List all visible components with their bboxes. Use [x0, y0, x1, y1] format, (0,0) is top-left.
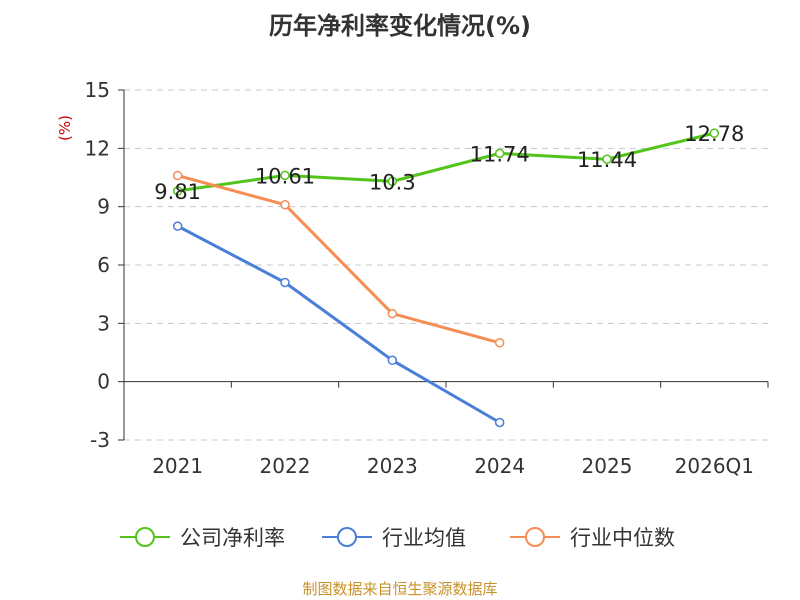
x-tick-label: 2025: [582, 454, 633, 478]
data-point: [172, 170, 183, 181]
legend-swatch-marker: [337, 527, 357, 547]
series-line: [177, 131, 715, 193]
y-axis-label: (%): [56, 115, 74, 141]
data-point: [280, 199, 290, 210]
y-tick-label: -3: [90, 428, 110, 452]
data-labels: 9.81 10.61 10.3 11.74 11.44 12.78: [154, 122, 744, 204]
y-tick-label: 9: [97, 195, 110, 219]
data-point: [387, 176, 398, 187]
data-point: [494, 148, 505, 159]
y-tick-label: 3: [97, 311, 110, 335]
legend-label: 行业均值: [382, 526, 466, 550]
data-point: [280, 277, 290, 288]
x-tick-label: 2023: [367, 454, 418, 478]
data-label: 10.3: [369, 170, 416, 194]
legend-swatch-marker: [525, 527, 545, 547]
data-label: 10.61: [255, 164, 315, 188]
y-tick-label: 12: [85, 136, 110, 160]
data-label: 11.74: [470, 142, 530, 166]
data-point: [387, 308, 398, 319]
data-point: [172, 186, 183, 196]
data-point: [387, 355, 398, 366]
legend-label: 行业中位数: [570, 526, 675, 550]
data-point: [280, 170, 290, 181]
data-point: [494, 338, 505, 348]
data-label: 11.44: [577, 148, 637, 172]
data-point: [172, 221, 183, 231]
axes: 15 12 9 6 3 0 -3 2021 2022 2023 2024 2025 2026Q1 (%): [56, 78, 769, 478]
chart-title: 历年净利率变化情况(%): [269, 12, 531, 40]
data-point: [709, 128, 720, 138]
x-tick-label: 2024: [474, 454, 525, 478]
x-tick-label: 2022: [260, 454, 311, 478]
grid-lines: [124, 89, 768, 441]
data-point: [602, 154, 612, 164]
y-tick-label: 15: [85, 78, 110, 102]
series-line: [176, 224, 501, 424]
y-tick-label: 6: [97, 253, 110, 277]
y-tick-label: 0: [97, 370, 110, 394]
legend-label: 公司净利率: [180, 526, 285, 550]
data-point: [494, 417, 505, 428]
series-lines: [172, 128, 720, 428]
data-label: 9.81: [154, 180, 201, 204]
legend: 公司净利率 行业均值 行业中位数: [120, 526, 675, 550]
series-line: [177, 174, 501, 345]
source-footer: 制图数据来自恒生聚源数据库: [302, 580, 498, 598]
data-label: 12.78: [684, 122, 744, 146]
x-tick-label: 2026Q1: [675, 454, 754, 478]
legend-swatch-marker: [135, 527, 155, 547]
x-tick-label: 2021: [152, 454, 203, 478]
